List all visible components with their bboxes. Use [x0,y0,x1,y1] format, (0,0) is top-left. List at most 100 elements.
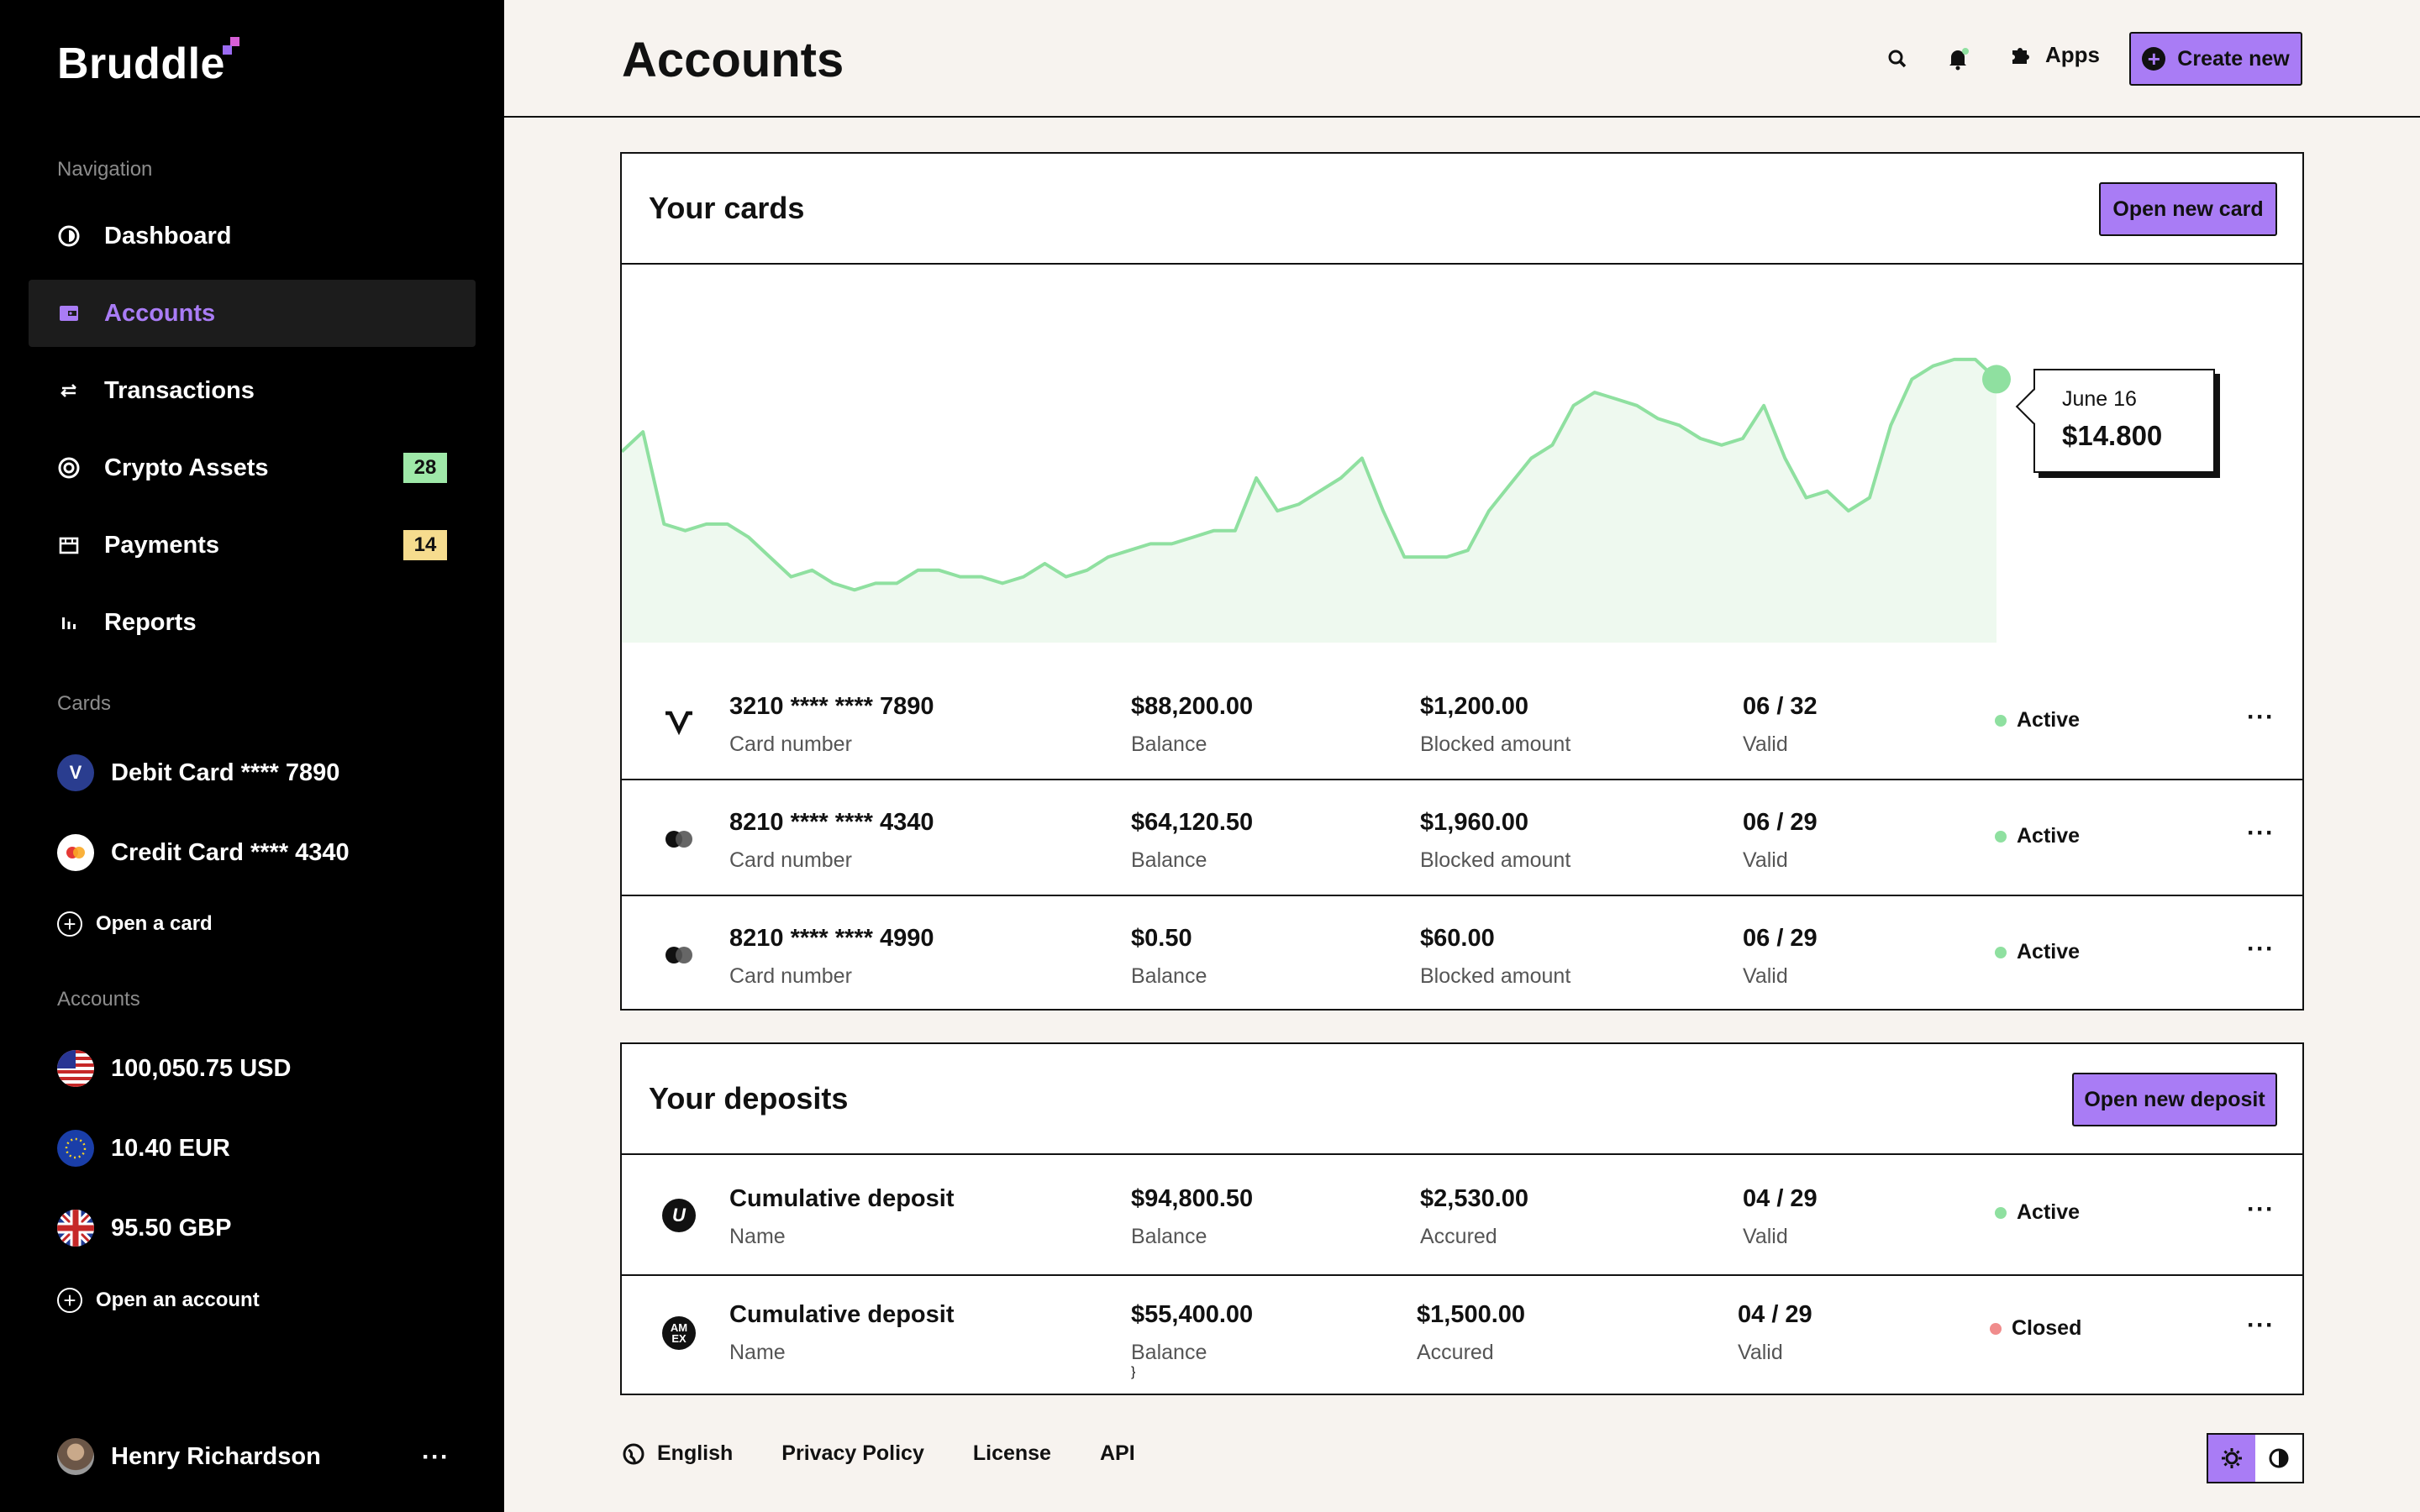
row-more-button[interactable]: ··· [2247,819,2275,847]
valid-value: 06 / 29 [1743,809,1818,836]
arrows-swap-icon [57,379,81,402]
visa-logo-icon [660,705,697,742]
deposit-name: Cumulative deposit [729,1185,955,1212]
puzzle-icon [2008,43,2033,68]
open-new-deposit-button[interactable]: Open new deposit [2072,1073,2277,1126]
blocked-label: Blocked amount [1420,964,1571,988]
balance-cell: $64,120.50 Balance [1131,809,1253,873]
light-mode-button[interactable] [2208,1435,2255,1482]
open-new-card-button[interactable]: Open new card [2099,182,2277,236]
sidebar-item-dashboard[interactable]: Dashboard [29,202,476,270]
blocked-value: $60.00 [1420,925,1495,952]
sidebar-item-crypto-assets[interactable]: Crypto Assets 28 [29,434,476,501]
privacy-policy-link[interactable]: Privacy Policy [781,1441,924,1465]
status-badge: Active [1995,940,2080,964]
table-row[interactable]: 8210 **** **** 4340 Card number $64,120.… [622,780,2302,896]
theme-toggle[interactable] [2207,1433,2304,1483]
sidebar-item-transactions[interactable]: Transactions [29,357,476,424]
store-icon [57,533,81,557]
user-more-button[interactable]: ··· [422,1443,450,1471]
balance-label: Balance [1131,964,1207,988]
card-number-cell: 8210 **** **** 4340 Card number [729,809,934,873]
api-link[interactable]: API [1099,1441,1135,1465]
status-label: Active [2017,940,2081,963]
valid-cell: 04 / 29 Valid [1738,1301,1812,1365]
status-label: Active [2017,708,2081,732]
card-number-label: Card number [729,848,852,872]
card-number-cell: 3210 **** **** 7890 Card number [729,693,934,757]
table-row[interactable]: AM EX Cumulative deposit Name $55,400.00… [622,1276,2302,1394]
sidebar-account-gbp[interactable]: 95.50 GBP [57,1207,231,1249]
sun-icon [2222,1448,2242,1468]
accrued-label: Accured [1417,1341,1494,1364]
unionpay-icon: U [660,1197,697,1234]
logo-square-icon [223,45,232,55]
eu-flag-icon [57,1130,94,1167]
deposit-name-cell: Cumulative deposit Name [729,1301,955,1365]
create-new-button[interactable]: + Create new [2129,32,2302,86]
app-name: Bruddle [57,39,225,88]
card-number: 8210 **** **** 4340 [729,809,934,836]
valid-value: 06 / 29 [1743,925,1818,952]
status-badge: Active [1995,824,2080,848]
open-account-link[interactable]: + Open an account [57,1284,260,1317]
row-more-button[interactable]: ··· [2247,703,2275,731]
sidebar-item-label: Reports [104,608,197,636]
payments-count-badge: 14 [403,530,447,560]
divider [622,263,2302,265]
blocked-label: Blocked amount [1420,848,1571,872]
dark-mode-button[interactable] [2255,1435,2302,1482]
balance-chart[interactable] [622,263,2302,649]
crypto-count-badge: 28 [403,453,447,483]
card-label: Debit Card **** 7890 [111,759,340,786]
search-button[interactable] [1882,44,1912,74]
row-more-button[interactable]: ··· [2247,935,2275,963]
avatar [57,1438,94,1475]
valid-label: Valid [1743,848,1788,872]
amex-logo-text: AM EX [662,1316,696,1350]
sidebar-account-usd[interactable]: 100,050.75 USD [57,1047,291,1089]
blocked-value: $1,960.00 [1420,809,1529,836]
deposit-name-cell: Cumulative deposit Name [729,1185,955,1249]
status-badge: Active [1995,708,2080,732]
notifications-button[interactable] [1943,44,1973,74]
accrued-label: Accured [1420,1225,1497,1248]
table-row[interactable]: 3210 **** **** 7890 Card number $88,200.… [622,664,2302,780]
globe-icon [622,1442,645,1466]
divider [622,895,2302,896]
card-number-label: Card number [729,964,852,988]
open-card-link[interactable]: + Open a card [57,907,213,941]
crypto-icon [57,456,81,480]
status-dot-icon [1995,1206,2007,1219]
deposits-panel-title: Your deposits [649,1081,849,1116]
nav-section-label: Navigation [57,158,153,181]
account-label: 95.50 GBP [111,1214,232,1242]
us-flag-icon [57,1050,94,1087]
status-dot-icon [1995,830,2007,843]
row-more-button[interactable]: ··· [2247,1195,2275,1223]
table-row[interactable]: 8210 **** **** 4990 Card number $0.50 Ba… [622,896,2302,1012]
unionpay-logo-text: U [662,1199,696,1232]
valid-label: Valid [1743,732,1788,756]
chart-highlight-point[interactable] [1982,365,2011,394]
balance-cell: $0.50 Balance [1131,925,1207,989]
apps-button[interactable]: Apps [2008,42,2100,68]
sidebar-card-debit[interactable]: V Debit Card **** 7890 [57,752,339,794]
row-more-button[interactable]: ··· [2247,1311,2275,1339]
apps-label: Apps [2045,42,2100,67]
sidebar-card-credit[interactable]: Credit Card **** 4340 [57,832,350,874]
account-label: 10.40 EUR [111,1134,230,1162]
table-row[interactable]: U Cumulative deposit Name $94,800.50 Bal… [622,1155,2302,1274]
license-link[interactable]: License [972,1441,1051,1465]
balance-value: $55,400.00 [1131,1301,1254,1328]
user-profile[interactable]: Henry Richardson [57,1438,321,1475]
sidebar-item-reports[interactable]: Reports [29,589,476,656]
sidebar-item-accounts[interactable]: Accounts [29,280,476,347]
logo-square-icon [230,37,239,46]
moon-icon [2269,1448,2289,1468]
language-selector[interactable]: English [622,1441,733,1466]
app-logo[interactable]: Bruddle [57,37,239,89]
sidebar-item-payments[interactable]: Payments 14 [29,512,476,579]
footer: English Privacy Policy License API [622,1441,1184,1466]
sidebar-account-eur[interactable]: 10.40 EUR [57,1127,230,1169]
